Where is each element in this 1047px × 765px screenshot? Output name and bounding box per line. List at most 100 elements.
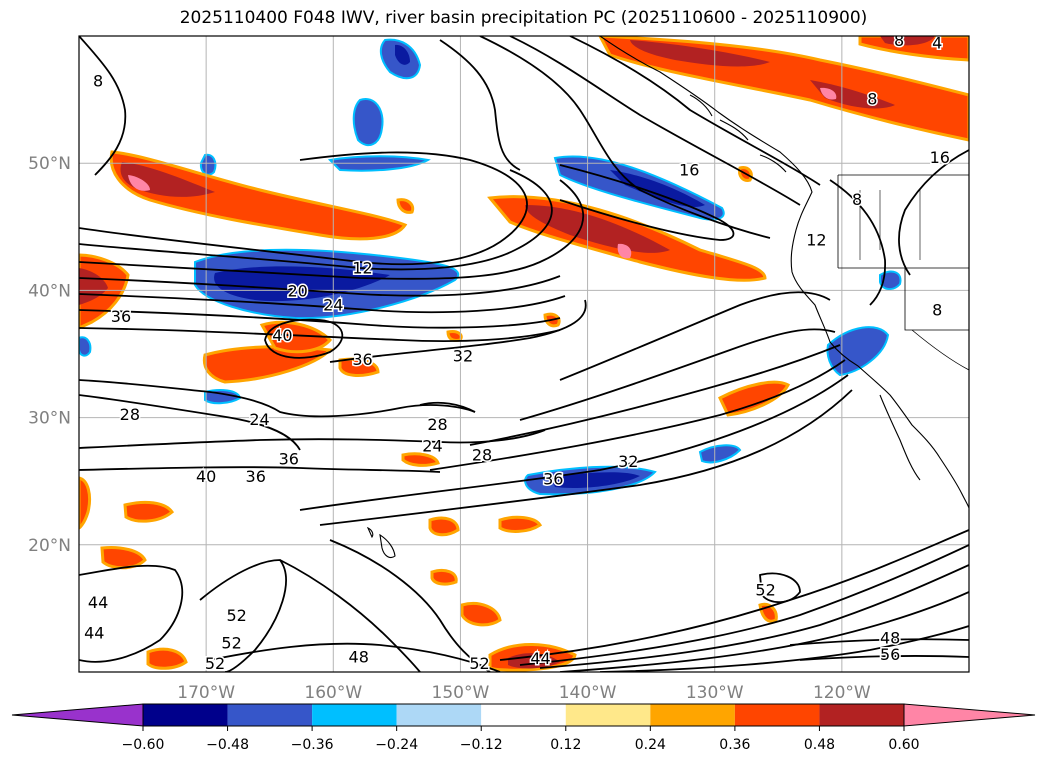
contour-line [79, 564, 184, 663]
contour-line [519, 328, 836, 421]
colorbar-tick-label: −0.12 [460, 737, 503, 753]
colorbar-extend-low [11, 703, 144, 727]
contour-line [79, 379, 476, 418]
lon-tick-label: 140°W [559, 683, 617, 703]
colorbar-tick-label: 0.24 [635, 737, 666, 753]
contour-label: 8 [93, 72, 103, 91]
colorbar-swatch [565, 704, 651, 726]
contour-line [329, 539, 491, 672]
contour-line [79, 466, 441, 473]
contour-line [799, 655, 969, 661]
baja-california [879, 394, 921, 481]
contour-line [559, 591, 969, 672]
lat-tick-label: 50°N [28, 154, 71, 174]
contour-line [829, 179, 886, 306]
contour-label: 36 [352, 350, 372, 369]
contour-line [79, 179, 585, 280]
contour-line [79, 36, 127, 176]
contour-label: 12 [806, 231, 826, 250]
colorbar: −0.60 −0.48 −0.36 −0.24 −0.12 0.12 0.24 0.36 0.4… [11, 703, 1036, 753]
pc-shading [79, 36, 969, 672]
contour-label: 52 [205, 654, 225, 673]
contour-label: 32 [453, 346, 473, 365]
contour-label: 28 [427, 415, 447, 434]
contour-line [509, 36, 801, 206]
axis-labels: 170°W 160°W 150°W 140°W 130°W 120°W 20°N 30°N 40… [28, 154, 871, 703]
colorbar-tick-label: −0.48 [206, 737, 249, 753]
contour-label: 16 [930, 148, 950, 167]
colorbar-tick-label: −0.36 [291, 737, 334, 753]
colorbar-swatch [312, 704, 397, 726]
alaska-panhandle-islands [689, 94, 787, 173]
contour-line [559, 291, 831, 381]
colorbar-swatch [819, 704, 904, 726]
colorbar-tick-label: 0.36 [719, 737, 750, 753]
contour-line [439, 39, 521, 171]
contour-label: 44 [530, 649, 550, 668]
contour-label: 8 [894, 31, 904, 50]
contour-label: 40 [272, 326, 292, 345]
contour-line [419, 401, 476, 413]
lat-tick-label: 40°N [28, 281, 71, 301]
contour-line [559, 164, 735, 241]
contour-line [279, 559, 421, 672]
contour-label: 52 [221, 634, 241, 653]
contour-line [479, 36, 771, 239]
colorbar-tick-label: 0.12 [550, 737, 581, 753]
negative-anomaly-areas [79, 38, 902, 496]
contour-label: 12 [352, 259, 372, 278]
map-frame [78, 35, 970, 673]
lon-tick-label: 150°W [432, 683, 490, 703]
colorbar-swatch [734, 704, 820, 726]
contour-label: 52 [755, 580, 775, 599]
contour-label: 32 [618, 452, 638, 471]
contour-label: 36 [279, 449, 299, 468]
contour-label: 16 [679, 161, 699, 180]
contour-line [759, 572, 801, 604]
positive-anomaly-areas [79, 36, 969, 672]
contour-label: 52 [469, 654, 489, 673]
lat-tick-label: 30°N [28, 409, 71, 429]
iwv-contours [79, 36, 969, 672]
lon-tick-label: 130°W [686, 683, 744, 703]
lon-tick-label: 170°W [177, 683, 235, 703]
colorbar-swatch [481, 704, 566, 726]
contour-label: 8 [852, 190, 862, 209]
contour-line [79, 169, 553, 271]
contour-label: 44 [88, 593, 108, 612]
colorbar-swatch [143, 704, 228, 726]
contour-label: 24 [249, 410, 269, 429]
contour-label: 28 [120, 405, 140, 424]
contour-label: 4 [932, 33, 942, 52]
contour-line [79, 394, 301, 451]
contour-line [429, 359, 846, 471]
contour-label: 40 [196, 467, 216, 486]
colorbar-swatch [396, 704, 482, 726]
contour-label: 24 [422, 437, 442, 456]
political-borders [837, 174, 969, 371]
contour-line [469, 344, 841, 446]
map-title: 2025110400 F048 IWV, river basin precipi… [179, 8, 868, 28]
colorbar-frame [142, 703, 905, 727]
lon-tick-label: 120°W [813, 683, 871, 703]
contour-line [499, 529, 969, 661]
contour-line [319, 389, 853, 526]
coastlines [366, 36, 969, 559]
contour-label: 48 [880, 629, 900, 648]
lon-tick-label: 160°W [304, 683, 362, 703]
colorbar-tick-label: −0.60 [122, 737, 165, 753]
contour-label: 52 [226, 606, 246, 625]
contour-label: 20 [288, 281, 308, 300]
colorbar-swatch [650, 704, 735, 726]
contour-line [79, 275, 561, 297]
contour-label: 24 [323, 295, 343, 314]
contour-label: 28 [472, 445, 492, 464]
contour-line [79, 327, 561, 343]
contour-label: 36 [111, 307, 131, 326]
lat-tick-label: 20°N [28, 536, 71, 556]
colorbar-extend-high [903, 703, 1036, 727]
contour-line [539, 564, 969, 669]
